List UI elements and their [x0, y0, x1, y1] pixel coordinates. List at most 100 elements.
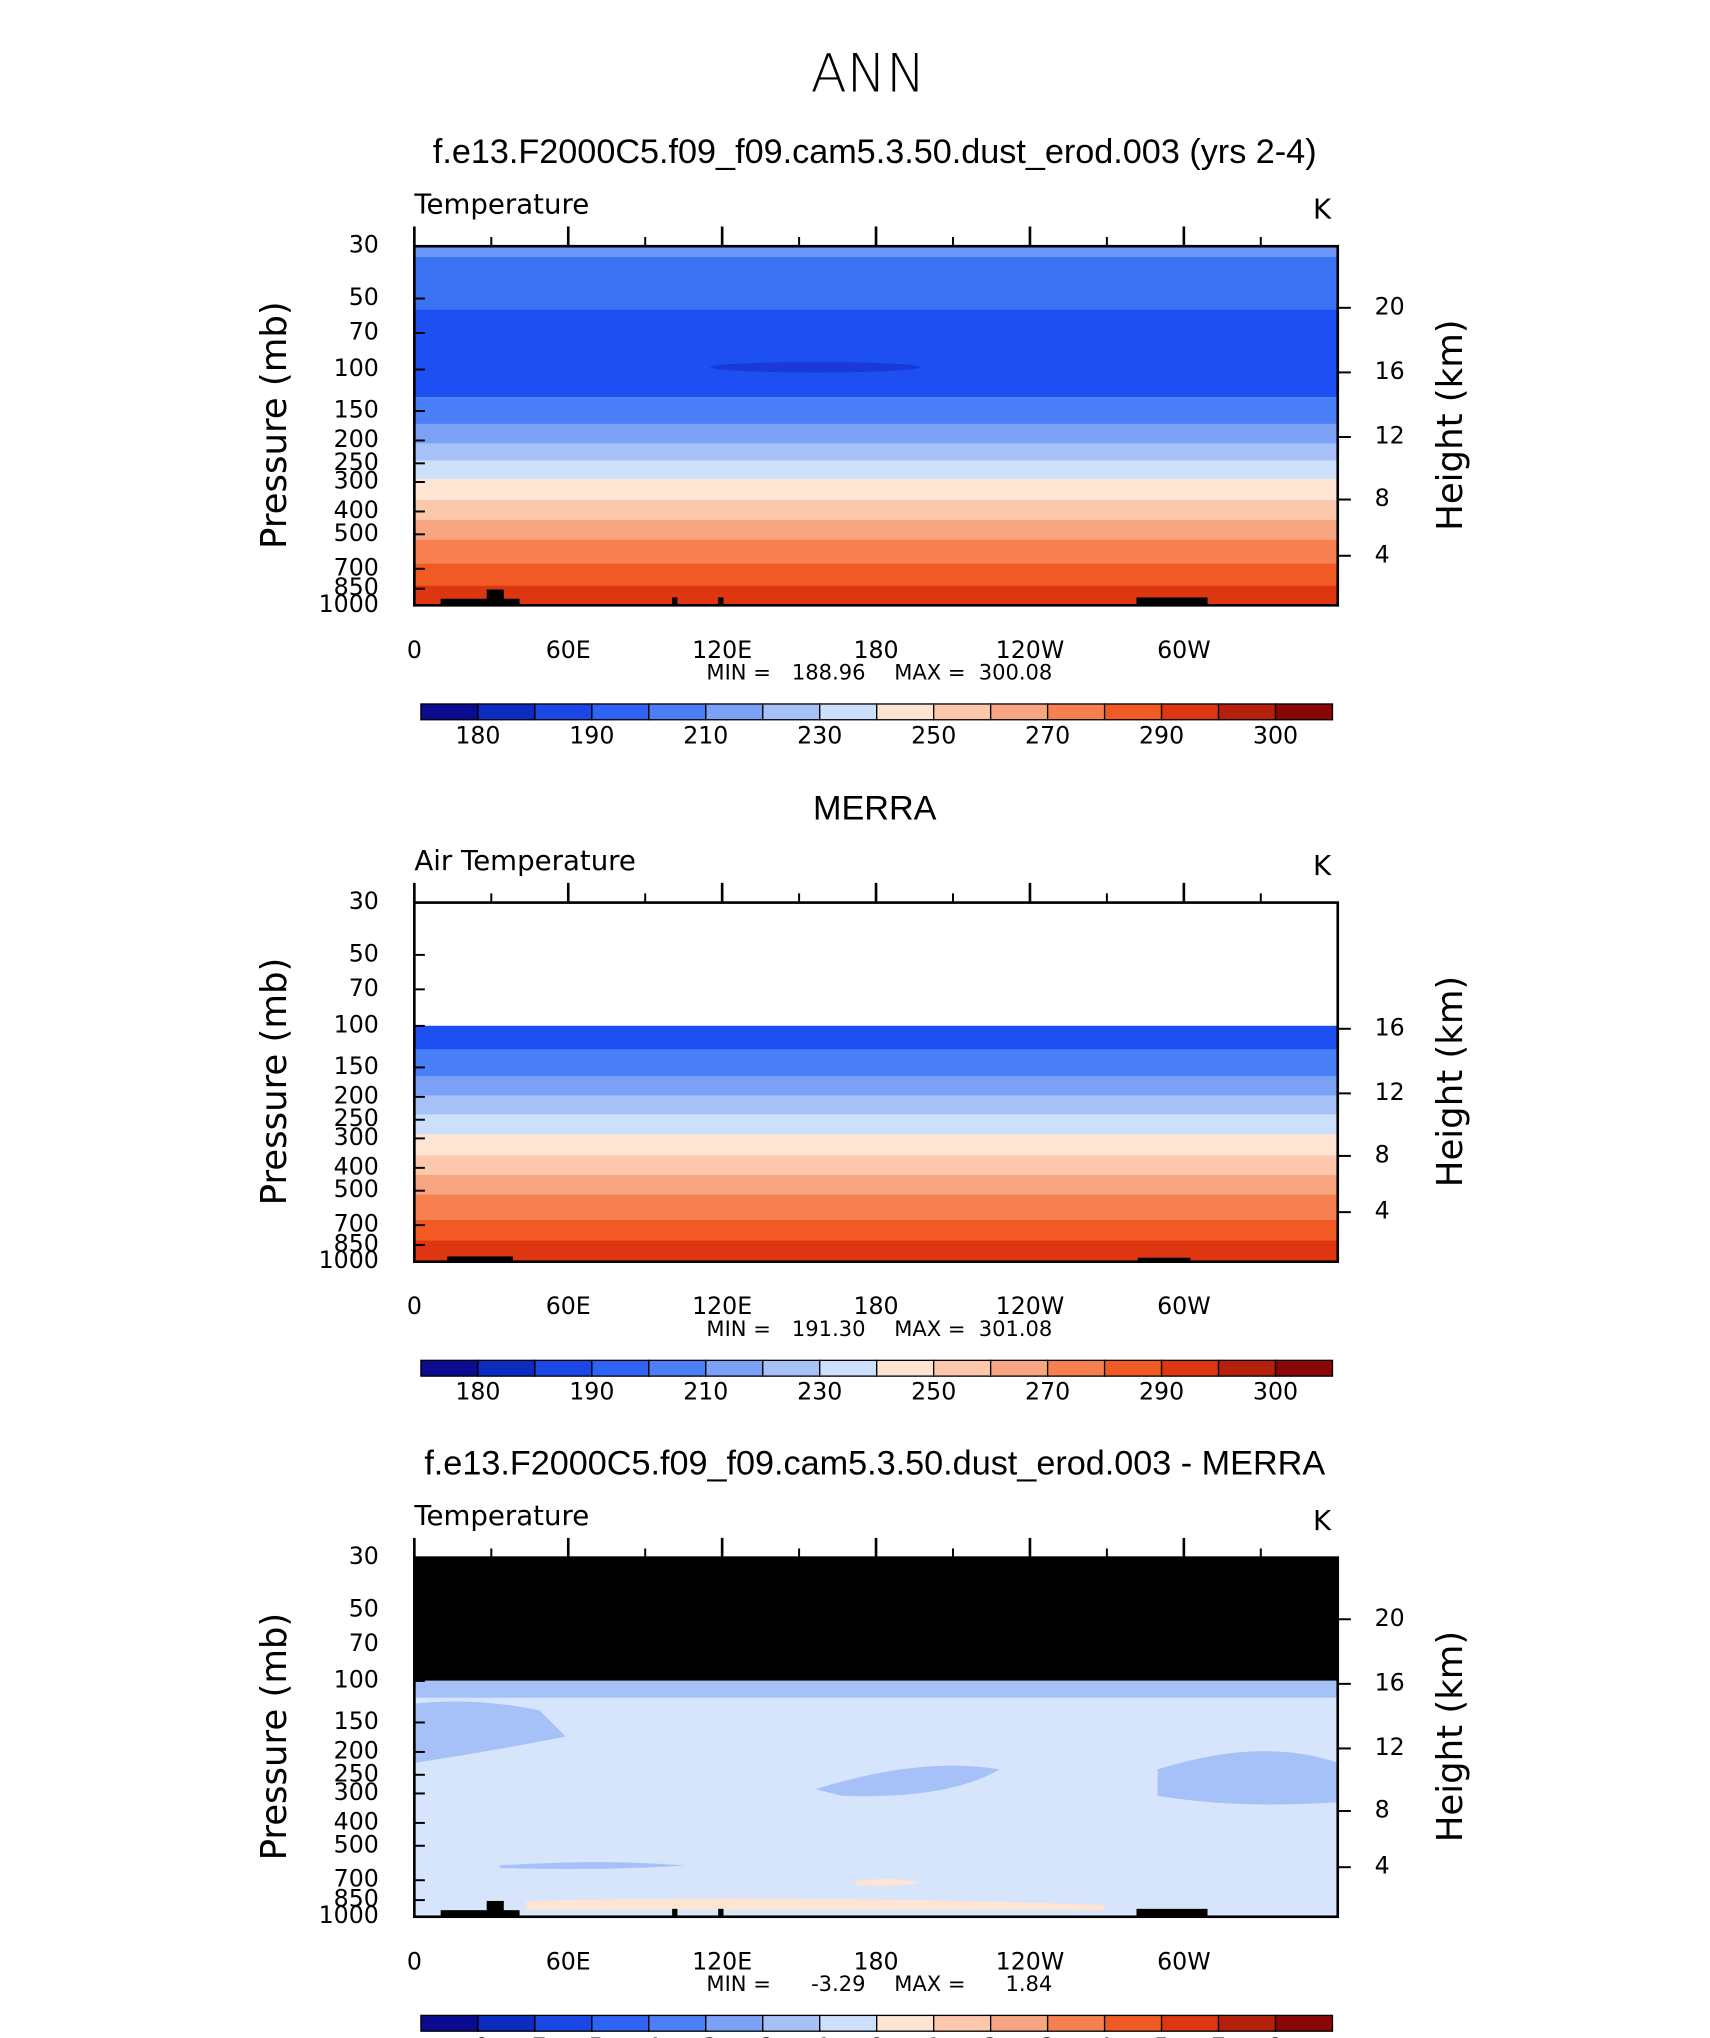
colorbar-box: [705, 2014, 764, 2032]
colorbar-label: 230: [797, 1378, 842, 1406]
y2-tick-label: 4: [1375, 540, 1390, 568]
contour-band: [414, 1076, 1338, 1096]
contour-band: [414, 519, 1338, 540]
contour-band: [414, 1701, 566, 1763]
min-value: -3.29: [811, 1971, 865, 1996]
colorbar-box: [1217, 1359, 1277, 1377]
colorbar-box: [705, 1359, 764, 1377]
colorbar-box: [591, 1359, 650, 1377]
y2-axis-label: Height (km): [1430, 319, 1471, 530]
colorbar-box: [876, 703, 935, 721]
colorbar-label: 300: [1253, 721, 1298, 749]
contour-band: [526, 1898, 1105, 1911]
colorbar-box: [591, 703, 650, 721]
y2-tick-label: 16: [1375, 357, 1405, 385]
min-label: MIN =: [706, 660, 770, 685]
y-tick-label: 30: [349, 231, 379, 259]
y-tick-label: 70: [349, 974, 379, 1002]
min-value: 191.30: [792, 1316, 866, 1341]
y-tick-label: 850: [334, 1230, 379, 1258]
contour-band: [414, 539, 1338, 564]
topography: [718, 597, 724, 606]
y-tick-label: 400: [334, 1152, 379, 1180]
colorbar-label: -3: [694, 2033, 718, 2038]
contour-band: [414, 478, 1338, 501]
colorbar-box: [989, 703, 1049, 721]
x-tick-label: 180: [853, 1947, 898, 1975]
x-tick-label: 180: [853, 636, 898, 664]
y-tick-label: 500: [334, 519, 379, 547]
x-tick-label: 120W: [996, 1292, 1065, 1320]
colorbar-box: [1274, 2014, 1334, 2032]
y-tick-label: 250: [334, 1104, 379, 1132]
colorbar-label: -4: [637, 2033, 661, 2038]
topography: [486, 1900, 504, 1917]
x-tick-label: 60W: [1157, 1947, 1210, 1975]
y2-tick-label: 4: [1375, 1852, 1390, 1880]
colorbar-label: 290: [1139, 1378, 1184, 1406]
y2-tick-label: 8: [1375, 1140, 1390, 1168]
colorbar-box: [1103, 1359, 1163, 1377]
colorbar-box: [876, 2014, 935, 2032]
y2-tick-label: 20: [1375, 1604, 1405, 1632]
x-tick-label: 0: [407, 636, 422, 664]
contour-band: [414, 460, 1338, 479]
panel-title: f.e13.F2000C5.f09_f09.cam5.3.50.dust_ero…: [433, 133, 1317, 171]
topography: [1136, 1908, 1208, 1917]
colorbar-box: [534, 703, 593, 721]
y-tick-label: 70: [349, 1629, 379, 1657]
y-tick-label: 30: [349, 887, 379, 915]
colorbar-box: [1046, 2014, 1106, 2032]
x-tick-label: 60E: [546, 1292, 591, 1320]
colorbar-box: [1160, 1359, 1220, 1377]
y-tick-label: 50: [349, 1594, 379, 1622]
max-value: 1.84: [1005, 1971, 1052, 1996]
colorbar-label: 230: [797, 721, 842, 749]
x-tick-label: 120W: [996, 1947, 1065, 1975]
contour-band: [414, 1194, 1338, 1220]
contour-band: [414, 1095, 1338, 1115]
y-tick-label: 100: [334, 1010, 379, 1038]
y-tick-label: 300: [334, 1123, 379, 1151]
y-tick-label: 700: [334, 553, 379, 581]
contour-band: [1157, 1751, 1338, 1805]
contour-band: [414, 1557, 1338, 1681]
y-tick-label: 400: [334, 496, 379, 524]
colorbar-box: [1103, 2014, 1163, 2032]
y2-tick-label: 12: [1375, 422, 1405, 450]
y-tick-label: 30: [349, 1542, 379, 1570]
topography: [718, 1908, 724, 1917]
colorbar-label: 1: [926, 2033, 941, 2038]
y-tick-label: 850: [334, 1885, 379, 1913]
colorbar-box: [477, 2014, 536, 2032]
max-value: 301.08: [979, 1316, 1053, 1341]
colorbar-box: [534, 1359, 593, 1377]
colorbar-box: [477, 1359, 536, 1377]
variable-label: Temperature: [413, 1499, 589, 1532]
colorbar-label: 300: [1253, 1378, 1298, 1406]
colorbar-box: [1046, 1359, 1106, 1377]
contour-band: [499, 1862, 684, 1869]
colorbar-box: [1160, 2014, 1220, 2032]
y-tick-label: 250: [334, 448, 379, 476]
colorbar-label: 180: [455, 721, 500, 749]
colorbar-label: 4: [1097, 2033, 1112, 2038]
colorbar-label: -7: [523, 2033, 547, 2038]
topography: [440, 1910, 520, 1917]
y-tick-label: 850: [334, 573, 379, 601]
contour-band: [414, 1155, 1338, 1175]
contour-band: [414, 1025, 1338, 1050]
y-tick-label: 150: [334, 1707, 379, 1735]
units-label: K: [1313, 193, 1332, 226]
colorbar-label: 0: [869, 2033, 884, 2038]
contour-band: [414, 423, 1338, 444]
contour-band: [414, 1240, 1338, 1262]
colorbar-label: 9: [1268, 2033, 1283, 2038]
colorbar-box: [762, 2014, 821, 2032]
contour-band: [710, 361, 921, 373]
y-tick-label: 50: [349, 939, 379, 967]
colorbar-box: [933, 2014, 992, 2032]
colorbar-label: 270: [1025, 721, 1070, 749]
contour-band: [414, 443, 1338, 461]
y2-tick-label: 12: [1375, 1733, 1405, 1761]
